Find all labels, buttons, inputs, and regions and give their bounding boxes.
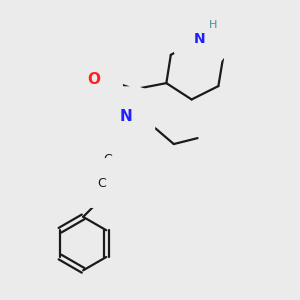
Text: N: N — [120, 109, 133, 124]
Text: C: C — [98, 177, 106, 190]
Text: O: O — [87, 72, 100, 87]
Text: C: C — [103, 153, 112, 166]
Text: H: H — [209, 20, 217, 30]
Text: N: N — [194, 32, 206, 46]
